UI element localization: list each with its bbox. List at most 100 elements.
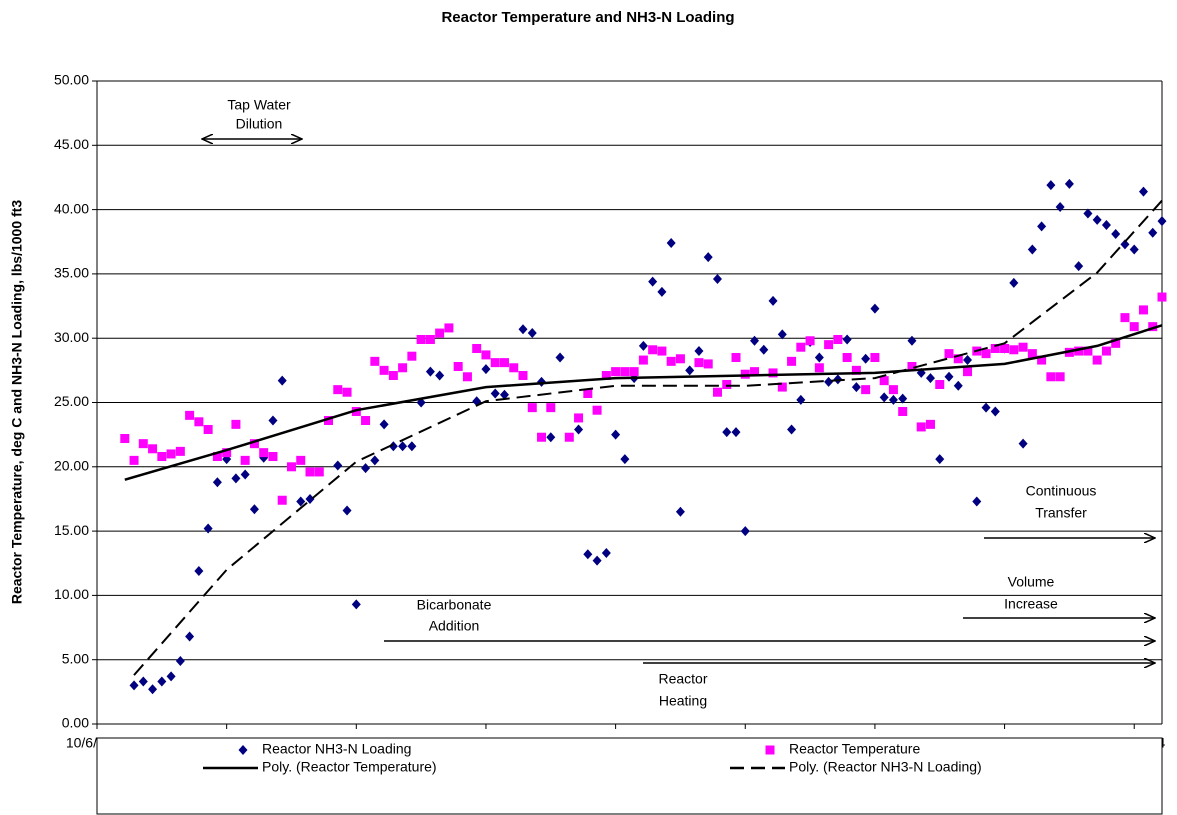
diamond-marker (238, 745, 248, 755)
square-marker (148, 444, 158, 454)
diamond-marker (1055, 202, 1065, 213)
square-marker (342, 387, 352, 397)
square-marker (435, 328, 445, 338)
diamond-marker (953, 380, 963, 391)
square-marker (444, 323, 454, 333)
diamond-marker (333, 460, 343, 471)
square-marker (203, 425, 213, 435)
diamond-marker (1064, 178, 1074, 189)
square-marker (1157, 292, 1167, 302)
square-marker (1000, 343, 1010, 353)
diamond-marker (1129, 244, 1139, 255)
diamond-marker (583, 549, 593, 560)
diamond-marker (861, 353, 871, 364)
square-marker (388, 370, 398, 380)
diamond-marker (907, 335, 917, 346)
square-marker (166, 449, 176, 459)
diamond-marker (435, 370, 445, 381)
diamond-marker (1157, 216, 1167, 227)
diamond-marker (379, 419, 389, 430)
square-marker (425, 334, 435, 344)
diamond-marker (240, 469, 250, 480)
diamond-marker (398, 441, 408, 452)
diamond-marker (1111, 229, 1121, 240)
diamond-marker (703, 252, 713, 263)
diamond-marker (824, 376, 834, 387)
square-marker (712, 387, 722, 397)
diamond-marker (546, 432, 556, 443)
square-marker (990, 343, 1000, 353)
diamond-marker (185, 631, 195, 642)
square-marker (583, 388, 593, 398)
diamond-marker (361, 463, 371, 474)
diamond-marker (499, 389, 509, 400)
diamond-marker (851, 382, 861, 393)
legend-label: Reactor NH3-N Loading (262, 741, 411, 757)
diamond-marker (518, 324, 528, 335)
square-marker (765, 745, 775, 755)
square-marker (620, 367, 630, 377)
square-marker (703, 359, 713, 369)
square-marker (629, 367, 639, 377)
y-tick-label: 35.00 (54, 265, 89, 281)
diamond-marker (1009, 277, 1019, 288)
square-marker (666, 356, 676, 366)
square-marker (472, 343, 482, 353)
square-marker (537, 432, 547, 442)
square-marker (879, 376, 889, 386)
square-marker (740, 369, 750, 379)
diamond-marker (1092, 214, 1102, 225)
square-marker (1037, 355, 1047, 365)
square-marker (805, 336, 815, 346)
diamond-marker (657, 286, 667, 297)
square-marker (416, 334, 426, 344)
square-marker (499, 358, 509, 368)
y-tick-label: 25.00 (54, 393, 89, 409)
annotation: Heating (659, 693, 707, 709)
diamond-marker (370, 455, 380, 466)
y-tick-label: 45.00 (54, 136, 89, 152)
diamond-marker (305, 493, 315, 504)
square-marker (1092, 355, 1102, 365)
square-marker (1074, 346, 1084, 356)
square-marker (963, 367, 973, 377)
square-marker (722, 379, 732, 389)
square-marker (240, 455, 250, 465)
square-marker (462, 372, 472, 382)
square-marker (796, 342, 806, 352)
diamond-marker (194, 565, 204, 576)
square-marker (286, 462, 296, 472)
square-marker (333, 385, 343, 395)
diamond-marker (648, 276, 658, 287)
y-tick-label: 40.00 (54, 200, 89, 216)
square-marker (731, 352, 741, 362)
diamond-marker (712, 274, 722, 285)
square-marker (249, 439, 259, 449)
square-marker (833, 334, 843, 344)
diamond-marker (1148, 227, 1158, 238)
square-marker (870, 352, 880, 362)
y-tick-label: 10.00 (54, 586, 89, 602)
diamond-marker (638, 340, 648, 351)
annotation: Volume (1008, 574, 1055, 590)
square-marker (370, 356, 380, 366)
square-marker (648, 345, 658, 355)
square-marker (768, 368, 778, 378)
square-marker (490, 358, 500, 368)
diamond-marker (407, 441, 417, 452)
square-marker (212, 452, 222, 462)
square-marker (694, 358, 704, 368)
square-marker (1111, 338, 1121, 348)
diamond-marker (796, 394, 806, 405)
square-marker (398, 363, 408, 373)
y-axis-title: Reactor Temperature, deg C and NH3-N Loa… (9, 200, 25, 604)
diamond-marker (777, 329, 787, 340)
square-marker (787, 356, 797, 366)
diamond-marker (694, 346, 704, 357)
diamond-marker (925, 373, 935, 384)
trend-line (133, 199, 1163, 676)
square-marker (1055, 372, 1065, 382)
diamond-marker (870, 303, 880, 314)
